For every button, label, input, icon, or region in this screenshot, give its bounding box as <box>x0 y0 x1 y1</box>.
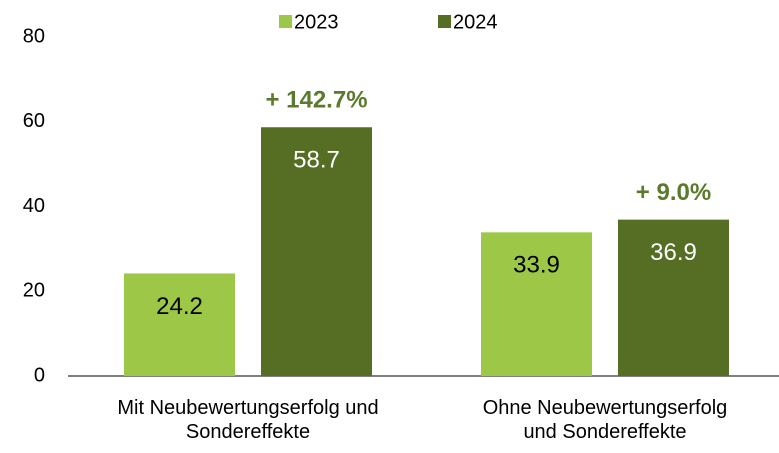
y-tick-label: 20 <box>23 280 45 302</box>
bar <box>124 273 235 376</box>
x-tick-label: Ohne Neubewertungserfolg und Sondereffek… <box>482 397 728 443</box>
value-label: 33.9 <box>513 252 560 279</box>
bar <box>481 232 592 376</box>
legend-swatch <box>279 15 292 28</box>
annotation: + 9.0% <box>636 179 711 206</box>
value-label: 36.9 <box>650 239 697 266</box>
legend-label: 2023 <box>294 11 339 33</box>
y-tick-label: 0 <box>34 364 45 386</box>
legend-swatch <box>438 15 451 28</box>
y-tick-label: 80 <box>23 25 45 47</box>
bar <box>618 219 729 376</box>
legend-label: 2024 <box>453 11 498 33</box>
bar <box>261 127 372 376</box>
x-tick-label: Mit Neubewertungserfolg und Sondereffekt… <box>117 397 379 443</box>
y-tick-label: 60 <box>23 110 45 132</box>
value-label: 24.2 <box>156 293 203 320</box>
y-tick-label: 40 <box>23 195 45 217</box>
annotation: + 142.7% <box>265 87 367 114</box>
value-label: 58.7 <box>293 147 340 174</box>
